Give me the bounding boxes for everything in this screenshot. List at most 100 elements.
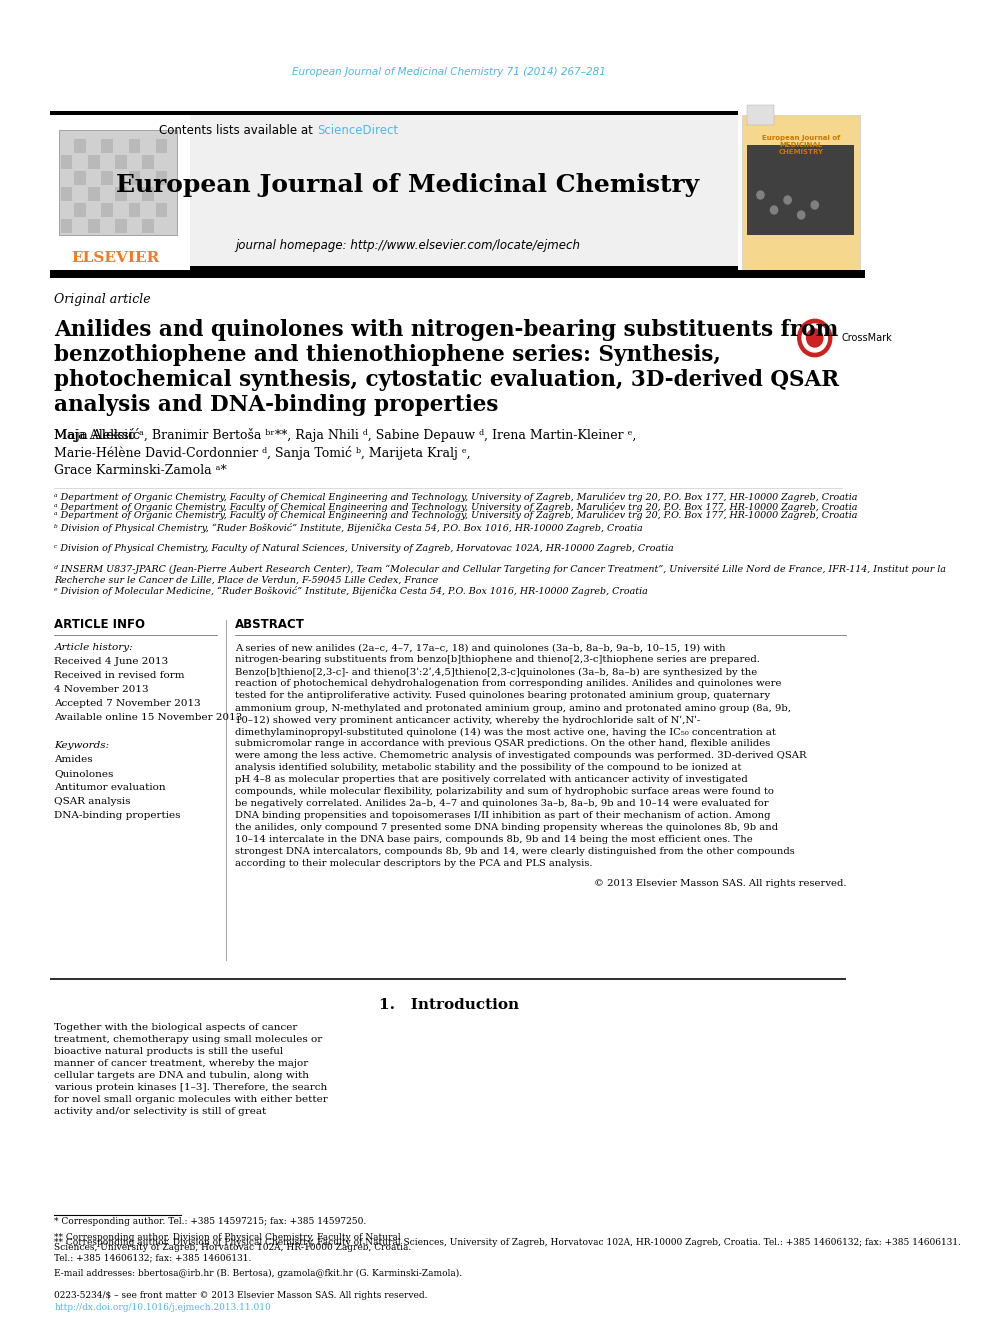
Text: tested for the antiproliferative activity. Fused quinolones bearing protonated a: tested for the antiproliferative activit… — [235, 692, 771, 700]
Bar — [101, 139, 113, 153]
Bar — [129, 202, 140, 217]
Text: Anilides and quinolones with nitrogen-bearing substituents from: Anilides and quinolones with nitrogen-be… — [55, 319, 838, 341]
Bar — [88, 220, 99, 233]
Text: ARTICLE INFO: ARTICLE INFO — [55, 618, 145, 631]
Text: ELSEVIER: ELSEVIER — [70, 251, 159, 265]
Text: for novel small organic molecules with either better: for novel small organic molecules with e… — [55, 1094, 328, 1103]
Text: were among the less active. Chemometric analysis of investigated compounds was p: were among the less active. Chemometric … — [235, 751, 806, 761]
Text: Maja Aleksić ᵃ, Branimir Bertoša ᵇʳ**, Raja Nhili ᵈ, Sabine Depauw ᵈ, Irena Mart: Maja Aleksić ᵃ, Branimir Bertoša ᵇʳ**, R… — [55, 429, 637, 442]
Text: manner of cancer treatment, whereby the major: manner of cancer treatment, whereby the … — [55, 1058, 309, 1068]
Circle shape — [757, 191, 764, 198]
Circle shape — [811, 201, 818, 209]
Bar — [115, 155, 127, 169]
Bar — [142, 220, 154, 233]
Text: European Journal of
MEDICINAL
CHEMISTRY: European Journal of MEDICINAL CHEMISTRY — [762, 135, 840, 155]
Text: Available online 15 November 2013: Available online 15 November 2013 — [55, 713, 243, 722]
Text: 1.   Introduction: 1. Introduction — [379, 998, 519, 1012]
Bar — [747, 146, 854, 235]
Bar — [129, 171, 140, 185]
Text: ᵈ INSERM U837-JPARC (Jean-Pierre Aubert Research Center), Team “Molecular and Ce: ᵈ INSERM U837-JPARC (Jean-Pierre Aubert … — [55, 565, 946, 585]
Bar — [156, 202, 168, 217]
Text: ABSTRACT: ABSTRACT — [235, 618, 306, 631]
Text: Contents lists available at: Contents lists available at — [160, 123, 316, 136]
Bar — [50, 115, 190, 270]
Bar — [50, 270, 865, 278]
Text: cellular targets are DNA and tubulin, along with: cellular targets are DNA and tubulin, al… — [55, 1070, 310, 1080]
Text: Maja Aleksić: Maja Aleksić — [55, 429, 145, 442]
Bar — [88, 187, 99, 201]
Text: compounds, while molecular flexibility, polarizability and sum of hydrophobic su: compounds, while molecular flexibility, … — [235, 787, 774, 796]
Text: analysis identified solubility, metabolic stability and the possibility of the c: analysis identified solubility, metaboli… — [235, 763, 742, 773]
Circle shape — [784, 196, 792, 204]
Bar — [74, 202, 86, 217]
Text: strongest DNA intercalators, compounds 8b, 9b and 14, were clearly distinguished: strongest DNA intercalators, compounds 8… — [235, 848, 796, 856]
Text: A series of new anilides (2a–c, 4–7, 17a–c, 18) and quinolones (3a–b, 8a–b, 9a–b: A series of new anilides (2a–c, 4–7, 17a… — [235, 643, 726, 652]
Text: 0223-5234/$ – see front matter © 2013 Elsevier Masson SAS. All rights reserved.: 0223-5234/$ – see front matter © 2013 El… — [55, 1290, 428, 1299]
Circle shape — [803, 324, 827, 352]
Text: ᵃ Department of Organic Chemistry, Faculty of Chemical Engineering and Technolog: ᵃ Department of Organic Chemistry, Facul… — [55, 501, 858, 512]
Text: ᵃ Department of Organic Chemistry, Faculty of Chemical Engineering and Technolog: ᵃ Department of Organic Chemistry, Facul… — [55, 492, 858, 501]
Bar — [61, 220, 72, 233]
Text: various protein kinases [1–3]. Therefore, the search: various protein kinases [1–3]. Therefore… — [55, 1082, 327, 1091]
Text: ** Corresponding author. Division of Physical Chemistry, Faculty of Natural: ** Corresponding author. Division of Phy… — [55, 1233, 401, 1242]
Bar — [61, 187, 72, 201]
Text: Tel.: +385 14606132; fax: +385 14606131.: Tel.: +385 14606132; fax: +385 14606131. — [55, 1253, 252, 1262]
Bar — [50, 266, 738, 270]
Circle shape — [798, 210, 805, 220]
Circle shape — [799, 320, 831, 356]
Text: reaction of photochemical dehydrohalogenation from corresponding anilides. Anili: reaction of photochemical dehydrohalogen… — [235, 680, 782, 688]
Text: the anilides, only compound 7 presented some DNA binding propensity whereas the : the anilides, only compound 7 presented … — [235, 823, 779, 832]
Bar — [129, 139, 140, 153]
Text: Received 4 June 2013: Received 4 June 2013 — [55, 658, 169, 667]
Circle shape — [771, 206, 778, 214]
Text: Quinolones: Quinolones — [55, 770, 114, 778]
Text: be negatively correlated. Anilides 2a–b, 4–7 and quinolones 3a–b, 8a–b, 9b and 1: be negatively correlated. Anilides 2a–b,… — [235, 799, 769, 808]
Bar — [88, 155, 99, 169]
Text: Keywords:: Keywords: — [55, 741, 109, 750]
Text: journal homepage: http://www.elsevier.com/locate/ejmech: journal homepage: http://www.elsevier.co… — [235, 238, 580, 251]
Text: dimethylaminopropyl-substituted quinolone (14) was the most active one, having t: dimethylaminopropyl-substituted quinolon… — [235, 728, 777, 737]
Text: © 2013 Elsevier Masson SAS. All rights reserved.: © 2013 Elsevier Masson SAS. All rights r… — [594, 880, 846, 889]
Bar — [74, 171, 86, 185]
Text: http://dx.doi.org/10.1016/j.ejmech.2013.11.010: http://dx.doi.org/10.1016/j.ejmech.2013.… — [55, 1303, 271, 1312]
Text: ᵇ Division of Physical Chemistry, “Ruder Bošković” Institute, Bijenička Cesta 54: ᵇ Division of Physical Chemistry, “Ruder… — [55, 523, 643, 533]
Text: nitrogen-bearing substituents from benzo[b]thiophene and thieno[2,3-c]thiophene : nitrogen-bearing substituents from benzo… — [235, 655, 760, 664]
Text: Amides: Amides — [55, 755, 93, 765]
Bar — [50, 978, 846, 980]
Text: ** Corresponding author. Division of Physical Chemistry, Faculty of Natural Scie: ** Corresponding author. Division of Phy… — [55, 1238, 961, 1248]
Text: Accepted 7 November 2013: Accepted 7 November 2013 — [55, 700, 201, 709]
Bar — [61, 155, 72, 169]
Text: submicromolar range in accordance with previous QSAR predictions. On the other h: submicromolar range in accordance with p… — [235, 740, 771, 749]
Bar — [742, 115, 860, 270]
Text: Benzo[b]thieno[2,3-c]- and thieno[3ʹ:2ʹ,4,5]thieno[2,3-c]quinolones (3a–b, 8a–b): Benzo[b]thieno[2,3-c]- and thieno[3ʹ:2ʹ,… — [235, 667, 758, 676]
Bar — [142, 155, 154, 169]
Text: * Corresponding author. Tel.: +385 14597215; fax: +385 14597250.: * Corresponding author. Tel.: +385 14597… — [55, 1217, 367, 1226]
Bar — [101, 171, 113, 185]
Text: 10–14 intercalate in the DNA base pairs, compounds 8b, 9b and 14 being the most : 10–14 intercalate in the DNA base pairs,… — [235, 836, 753, 844]
Text: photochemical synthesis, cytostatic evaluation, 3D-derived QSAR: photochemical synthesis, cytostatic eval… — [55, 369, 839, 392]
Text: QSAR analysis: QSAR analysis — [55, 798, 131, 807]
Text: Received in revised form: Received in revised form — [55, 672, 185, 680]
Text: DNA binding propensities and topoisomerases I/II inhibition as part of their mec: DNA binding propensities and topoisomera… — [235, 811, 771, 820]
Text: benzothiophene and thienothiophene series: Synthesis,: benzothiophene and thienothiophene serie… — [55, 344, 721, 366]
Bar — [59, 130, 177, 235]
Text: Article history:: Article history: — [55, 643, 133, 652]
Text: treatment, chemotherapy using small molecules or: treatment, chemotherapy using small mole… — [55, 1035, 322, 1044]
Text: analysis and DNA-binding properties: analysis and DNA-binding properties — [55, 394, 499, 415]
Text: 4 November 2013: 4 November 2013 — [55, 685, 149, 695]
Text: ᶜ Division of Physical Chemistry, Faculty of Natural Sciences, University of Zag: ᶜ Division of Physical Chemistry, Facult… — [55, 544, 674, 553]
Bar — [101, 202, 113, 217]
Text: bioactive natural products is still the useful: bioactive natural products is still the … — [55, 1046, 284, 1056]
Bar — [50, 111, 738, 115]
Text: Sciences, University of Zagreb, Horvatovac 102A, HR-10000 Zagreb, Croatia.: Sciences, University of Zagreb, Horvatov… — [55, 1244, 412, 1253]
Text: according to their molecular descriptors by the PCA and PLS analysis.: according to their molecular descriptors… — [235, 860, 593, 868]
Bar — [74, 139, 86, 153]
Circle shape — [806, 329, 823, 347]
Bar — [142, 187, 154, 201]
Text: CrossMark: CrossMark — [842, 333, 893, 343]
Text: DNA-binding properties: DNA-binding properties — [55, 811, 181, 820]
Bar — [115, 220, 127, 233]
Text: Antitumor evaluation: Antitumor evaluation — [55, 783, 166, 792]
Bar — [115, 187, 127, 201]
Bar — [156, 171, 168, 185]
